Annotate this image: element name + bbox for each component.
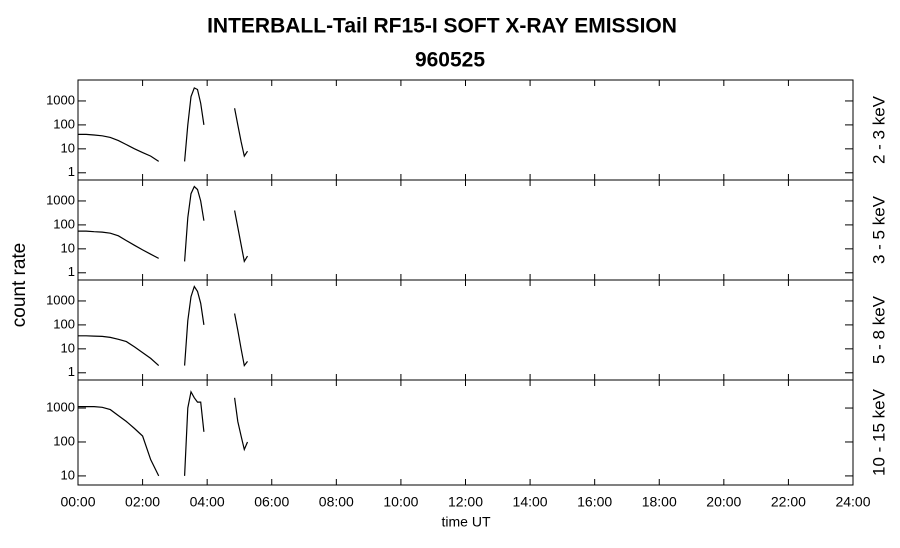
plot-frame [77,279,854,381]
y-tick-label: 1000 [46,292,75,307]
data-line [78,185,249,264]
y-tick-label: 100 [53,316,75,331]
x-tick-label: 02:00 [125,494,160,510]
data-line [78,390,249,477]
x-tick-label: 08:00 [319,494,354,510]
y-tick-label: 10 [61,140,75,155]
chart-title: INTERBALL-Tail RF15-I SOFT X-RAY EMISSIO… [207,15,677,38]
y-axis-label: count rate [9,243,30,328]
y-tick-label: 100 [53,116,75,131]
band-label: 2 - 3 keV [869,95,888,164]
x-tick-label: 10:00 [383,494,418,510]
band-label: 10 - 15 keV [869,388,888,476]
x-tick-label: 06:00 [254,494,289,510]
y-tick-label: 100 [53,216,75,231]
y-tick-label: 1 [68,264,75,279]
y-tick-label: 10 [61,340,75,355]
data-line [78,87,249,162]
x-tick-label: 20:00 [706,494,741,510]
plot-frame [77,79,854,181]
band-label: 5 - 8 keV [869,295,888,364]
y-tick-label: 1000 [46,399,75,414]
y-tick-label: 10 [61,240,75,255]
x-tick-label: 22:00 [771,494,806,510]
x-axis-label: time UT [442,514,491,530]
x-tick-label: 04:00 [190,494,225,510]
chart-subtitle: 960525 [415,49,485,72]
x-tick-label: 16:00 [577,494,612,510]
plot-frame [77,179,854,281]
plot-frame [77,379,854,486]
band-label: 3 - 5 keV [869,195,888,264]
y-tick-label: 1000 [46,192,75,207]
x-tick-label: 00:00 [60,494,95,510]
y-tick-label: 1 [68,364,75,379]
y-tick-label: 1 [68,164,75,179]
x-tick-label: 12:00 [448,494,483,510]
y-tick-label: 1000 [46,92,75,107]
x-tick-label: 24:00 [835,494,870,510]
data-line [78,285,248,368]
y-tick-label: 100 [53,433,75,448]
x-tick-label: 14:00 [513,494,548,510]
x-tick-label: 18:00 [642,494,677,510]
y-tick-label: 10 [61,467,75,482]
